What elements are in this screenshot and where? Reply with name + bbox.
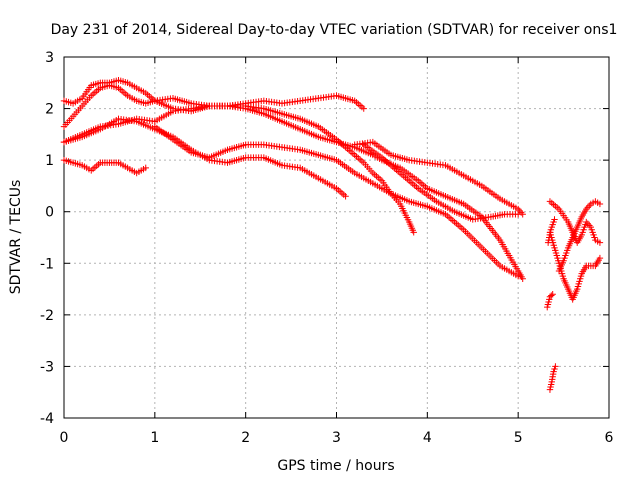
data-point [514, 272, 522, 280]
data-point [552, 363, 559, 370]
chart-title: Day 231 of 2014, Sidereal Day-to-day VTE… [51, 22, 618, 38]
series-track-e [60, 156, 149, 177]
series-track-h [360, 141, 522, 223]
axis-ticks: 0 1 2 3 4 5 6 -4 -3 -2 -1 0 1 2 3 [40, 50, 614, 446]
series-track-l [544, 291, 556, 311]
data-point [360, 105, 367, 112]
series-track-a [60, 77, 526, 282]
data-point [596, 200, 604, 208]
series-track-f [151, 123, 522, 280]
data-point [548, 292, 555, 299]
y-tick-label: -2 [40, 308, 54, 324]
data-point [142, 164, 149, 172]
x-tick-label: 6 [605, 430, 614, 446]
series-track-i [546, 198, 604, 246]
data-point [549, 291, 556, 298]
y-tick-label: -1 [40, 256, 54, 272]
data-point [551, 216, 558, 223]
data-point [517, 209, 525, 216]
x-tick-label: 5 [514, 430, 523, 446]
y-tick-label: 2 [45, 102, 54, 118]
x-tick-label: 4 [423, 430, 432, 446]
x-axis-label: GPS time / hours [277, 458, 394, 474]
data-point [596, 254, 604, 262]
data-point [586, 202, 593, 209]
y-tick-label: -3 [40, 359, 54, 375]
y-tick-label: -4 [40, 411, 54, 427]
data-point [596, 239, 604, 246]
y-tick-label: 3 [45, 50, 54, 66]
y-tick-label: 0 [45, 205, 54, 221]
series-track-g [351, 138, 526, 218]
series-track-k [555, 198, 604, 275]
grid-lines [64, 57, 609, 418]
x-tick-label: 3 [332, 430, 341, 446]
data-point [342, 193, 349, 200]
x-tick-label: 1 [150, 430, 159, 446]
y-tick-label: 1 [45, 153, 54, 169]
series-track-n [544, 216, 558, 246]
series-track-m [546, 363, 559, 393]
data-point [519, 275, 526, 282]
data-series [60, 77, 604, 393]
y-axis-label: SDTVAR / TECUs [8, 180, 24, 295]
x-tick-label: 0 [60, 430, 69, 446]
x-tick-label: 2 [241, 430, 250, 446]
data-point [410, 229, 417, 236]
data-point [514, 211, 522, 218]
data-point [516, 207, 523, 215]
